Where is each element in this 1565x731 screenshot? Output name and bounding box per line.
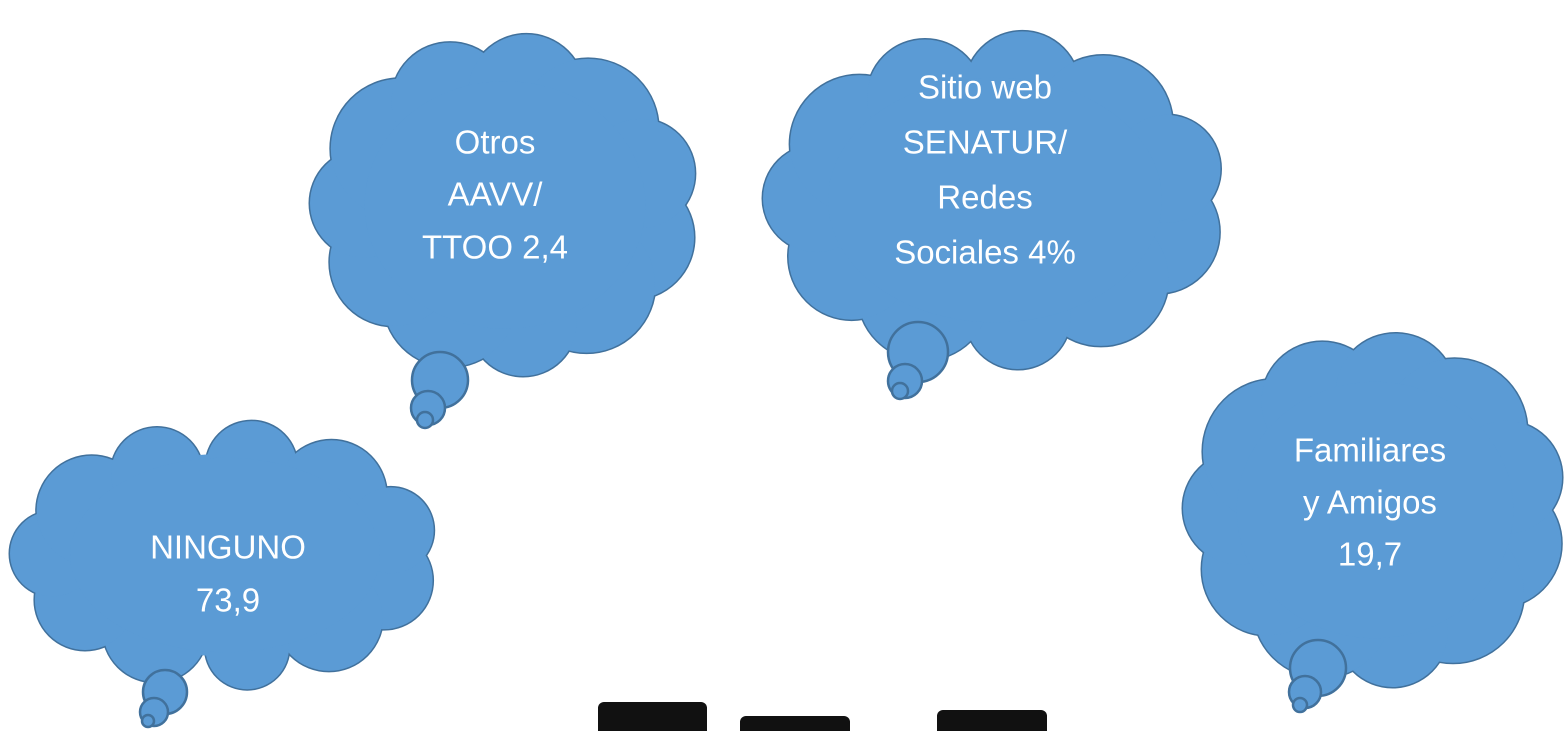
callout-text: 73,9 [196, 582, 260, 619]
icon [740, 716, 850, 731]
callout-text: Redes [937, 179, 1032, 216]
callout-text: TTOO 2,4 [422, 229, 568, 266]
cloud-body [827, 77, 1163, 323]
cloud-body [364, 81, 646, 329]
thought-bubble [140, 713, 156, 729]
cloud-body [70, 457, 380, 653]
icon [937, 710, 1047, 731]
callout-text: Sociales 4% [894, 234, 1076, 271]
callout-text: Otros [455, 124, 536, 161]
callout-text: SENATUR/ [903, 124, 1068, 161]
bottom-icons [598, 702, 1047, 731]
callout-text: AAVV/ [448, 176, 544, 213]
callout-text: NINGUNO [150, 529, 306, 566]
callout-text: Familiares [1294, 432, 1446, 469]
callout-text: Sitio web [918, 69, 1052, 106]
callout-text: y Amigos [1303, 484, 1437, 521]
cloud-body [1236, 381, 1514, 639]
thought-cloud: Sitio web SENATUR/Redes Sociales 4% [761, 29, 1222, 401]
thought-bubble [415, 410, 435, 430]
thought-bubble [890, 381, 910, 401]
thought-cloud: Otros AAVV/TTOO 2,4 [308, 32, 697, 430]
thought-cloud: Familiares y Amigos 19,7 [1181, 331, 1564, 714]
thought-cloud: NINGUNO 73,9 [8, 419, 436, 729]
icon [598, 702, 707, 731]
thought-bubble [1291, 696, 1309, 714]
callout-text: 19,7 [1338, 536, 1402, 573]
